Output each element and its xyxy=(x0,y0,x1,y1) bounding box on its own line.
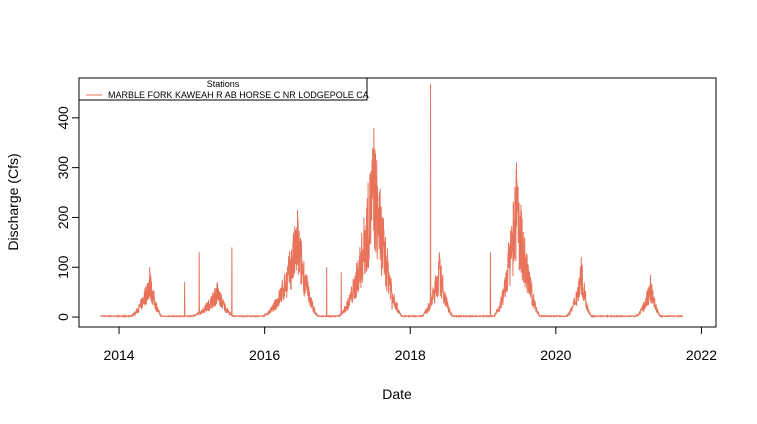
series-line-marble-fork xyxy=(100,83,684,319)
legend-box xyxy=(78,77,368,101)
x-tick-label: 2020 xyxy=(540,347,571,363)
y-tick-label: 100 xyxy=(55,255,71,279)
y-tick-label: 200 xyxy=(55,206,71,230)
plot-frame xyxy=(78,77,717,328)
y-tick-label: 300 xyxy=(55,156,71,180)
y-axis-title: Discharge (Cfs) xyxy=(5,153,21,250)
y-tick-label: 400 xyxy=(55,106,71,130)
x-tick-label: 2018 xyxy=(395,347,426,363)
legend-title: Stations xyxy=(207,79,240,89)
legend: Stations MARBLE FORK KAWEAH R AB HORSE C… xyxy=(78,77,369,101)
x-tick-label: 2016 xyxy=(249,347,280,363)
legend-entry-label: MARBLE FORK KAWEAH R AB HORSE C NR LODGE… xyxy=(108,90,369,100)
x-axis-title: Date xyxy=(382,386,412,402)
y-axis: 0 100 200 300 400 xyxy=(55,106,80,321)
x-axis: 2014 2016 2018 2020 2022 xyxy=(103,326,717,363)
x-tick-label: 2022 xyxy=(686,347,717,363)
x-tick-label: 2014 xyxy=(103,347,134,363)
y-tick-label: 0 xyxy=(55,313,71,321)
